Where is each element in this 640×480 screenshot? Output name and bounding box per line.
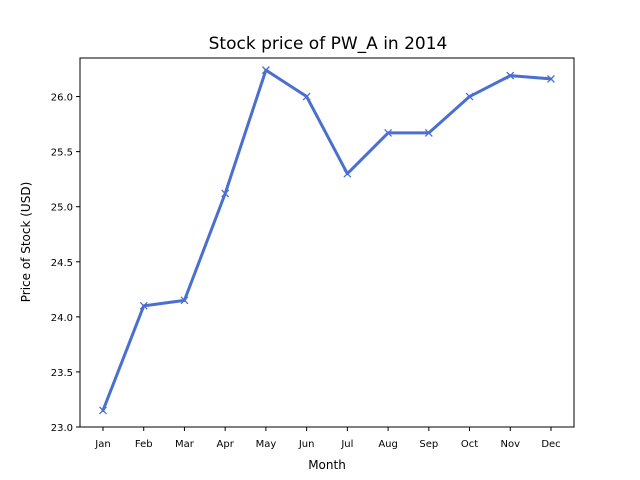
- x-tick-label: Jun: [298, 439, 315, 450]
- data-point: [384, 128, 393, 137]
- plot-frame: [79, 57, 575, 428]
- y-tick-label: 24.0: [51, 313, 73, 324]
- y-tick-label: 24.5: [51, 258, 73, 269]
- x-tick-label: Jan: [94, 439, 110, 450]
- x-tick-label: Feb: [135, 439, 153, 450]
- y-tick-label: 25.5: [51, 148, 73, 159]
- data-point: [465, 92, 474, 101]
- chart-title: Stock price of PW_A in 2014: [209, 34, 448, 54]
- x-tick-label: Aug: [378, 439, 398, 450]
- y-tick-label: 23.5: [51, 368, 73, 379]
- x-tick-label: Oct: [461, 439, 478, 450]
- y-axis-label: Price of Stock (USD): [19, 182, 33, 303]
- x-tick-label: Mar: [175, 439, 195, 450]
- x-tick-label: Sep: [419, 439, 438, 450]
- data-point: [221, 189, 230, 198]
- x-tick-label: Jul: [340, 439, 353, 450]
- series-markers: [99, 66, 555, 415]
- y-tick-label: 25.0: [51, 203, 73, 214]
- data-point: [343, 169, 352, 178]
- data-point: [139, 301, 148, 310]
- x-axis: Jan Feb Mar Apr May Jun Jul Aug Sep Oct Nov Dec: [94, 427, 561, 450]
- y-tick-label: 26.0: [51, 93, 73, 104]
- y-tick-label: 23.0: [51, 423, 73, 434]
- data-point: [547, 74, 555, 83]
- x-axis-label: Month: [308, 458, 346, 472]
- x-tick-label: Dec: [541, 439, 560, 450]
- x-tick-label: Nov: [501, 439, 521, 450]
- data-point: [180, 296, 189, 305]
- data-point: [302, 92, 311, 101]
- x-tick-label: Apr: [217, 439, 235, 450]
- data-point: [99, 406, 107, 415]
- data-point: [261, 66, 270, 75]
- x-tick-label: May: [256, 439, 277, 450]
- data-point: [506, 71, 515, 80]
- series-line: [101, 68, 553, 412]
- y-axis: 23.0 23.5 24.0 24.5 25.0 25.5 26.0: [51, 93, 80, 434]
- data-point: [424, 128, 433, 137]
